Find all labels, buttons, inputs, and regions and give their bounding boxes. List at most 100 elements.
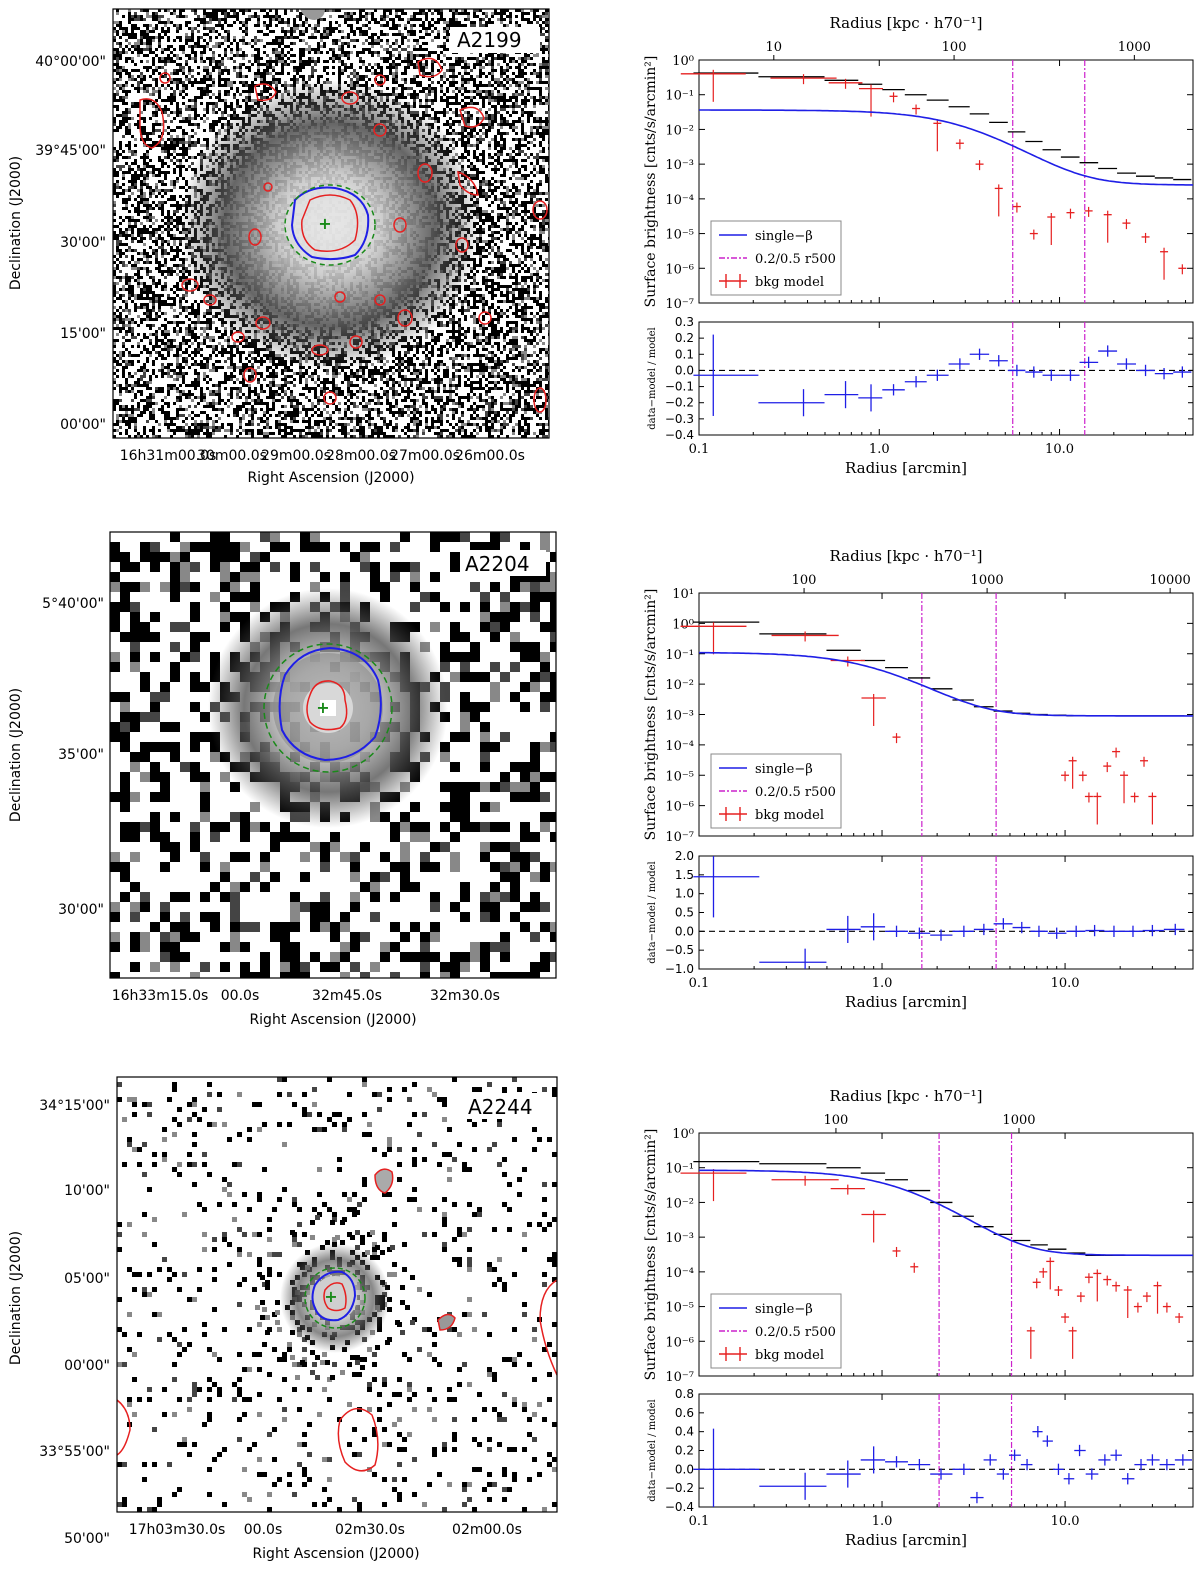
noise-pixel: [380, 24, 383, 27]
noise-pixel: [185, 108, 188, 111]
noise-pixel: [173, 117, 176, 120]
noise-pixel: [287, 57, 290, 60]
noise-pixel: [152, 132, 155, 135]
noise-pixel: [503, 144, 506, 147]
noise-pixel: [179, 141, 182, 144]
noise-pixel: [491, 93, 494, 96]
noise-pixel: [407, 87, 410, 90]
noise-pixel: [167, 99, 170, 102]
noise-pixel: [176, 63, 179, 66]
noise-pixel: [188, 36, 191, 39]
noise-pixel: [185, 60, 188, 63]
noise-pixel: [248, 42, 251, 45]
noise-pixel: [125, 84, 128, 87]
noise-pixel: [344, 21, 347, 24]
noise-pixel: [542, 96, 545, 99]
noise-pixel: [521, 72, 524, 75]
noise-pixel: [356, 21, 359, 24]
noise-pixel: [479, 81, 482, 84]
noise-pixel: [245, 9, 248, 12]
noise-pixel: [131, 204, 134, 207]
noise-pixel: [314, 60, 317, 63]
noise-pixel: [422, 24, 425, 27]
noise-pixel: [173, 168, 176, 171]
noise-pixel: [467, 18, 470, 21]
noise-pixel: [509, 159, 512, 162]
noise-pixel: [506, 81, 509, 84]
noise-pixel: [200, 78, 203, 81]
noise-pixel: [506, 69, 509, 72]
noise-pixel: [503, 186, 506, 189]
noise-pixel: [224, 15, 227, 18]
noise-pixel: [257, 72, 260, 75]
noise-pixel: [185, 180, 188, 183]
noise-pixel: [179, 147, 182, 150]
noise-pixel: [503, 18, 506, 21]
noise-pixel: [152, 69, 155, 72]
noise-pixel: [488, 81, 491, 84]
noise-pixel: [422, 36, 425, 39]
noise-pixel: [218, 75, 221, 78]
noise-pixel: [350, 24, 353, 27]
noise-pixel: [542, 33, 545, 36]
noise-pixel: [284, 33, 287, 36]
noise-pixel: [248, 9, 251, 12]
noise-pixel: [227, 93, 230, 96]
noise-pixel: [257, 54, 260, 57]
noise-pixel: [242, 21, 245, 24]
noise-pixel: [494, 9, 497, 12]
noise-pixel: [437, 57, 440, 60]
noise-pixel: [359, 33, 362, 36]
noise-pixel: [176, 84, 179, 87]
noise-pixel: [251, 63, 254, 66]
noise-pixel: [341, 69, 344, 72]
noise-pixel: [194, 78, 197, 81]
noise-pixel: [395, 15, 398, 18]
noise-pixel: [122, 15, 125, 18]
noise-pixel: [269, 24, 272, 27]
noise-pixel: [422, 87, 425, 90]
noise-pixel: [230, 102, 233, 105]
noise-pixel: [170, 81, 173, 84]
noise-pixel: [230, 24, 233, 27]
noise-pixel: [146, 30, 149, 33]
noise-pixel: [116, 90, 119, 93]
noise-pixel: [536, 81, 539, 84]
noise-pixel: [491, 54, 494, 57]
noise-pixel: [377, 21, 380, 24]
noise-pixel: [527, 84, 530, 87]
noise-pixel: [221, 57, 224, 60]
noise-pixel: [281, 57, 284, 60]
noise-pixel: [173, 111, 176, 114]
noise-pixel: [287, 36, 290, 39]
noise-pixel: [116, 180, 119, 183]
noise-pixel: [197, 24, 200, 27]
noise-pixel: [170, 12, 173, 15]
noise-pixel: [347, 18, 350, 21]
noise-pixel: [137, 45, 140, 48]
noise-pixel: [152, 105, 155, 108]
noise-pixel: [182, 90, 185, 93]
noise-pixel: [491, 90, 494, 93]
noise-pixel: [242, 54, 245, 57]
noise-pixel: [218, 96, 221, 99]
noise-pixel: [518, 150, 521, 153]
noise-pixel: [263, 72, 266, 75]
noise-pixel: [353, 12, 356, 15]
noise-pixel: [527, 63, 530, 66]
noise-pixel: [482, 189, 485, 192]
noise-pixel: [347, 15, 350, 18]
noise-pixel: [413, 30, 416, 33]
noise-pixel: [494, 195, 497, 198]
noise-pixel: [116, 60, 119, 63]
noise-pixel: [293, 18, 296, 21]
noise-pixel: [200, 93, 203, 96]
noise-pixel: [149, 42, 152, 45]
noise-pixel: [140, 15, 143, 18]
noise-pixel: [470, 168, 473, 171]
noise-pixel: [446, 132, 449, 135]
noise-pixel: [368, 27, 371, 30]
noise-pixel: [197, 72, 200, 75]
noise-pixel: [500, 108, 503, 111]
